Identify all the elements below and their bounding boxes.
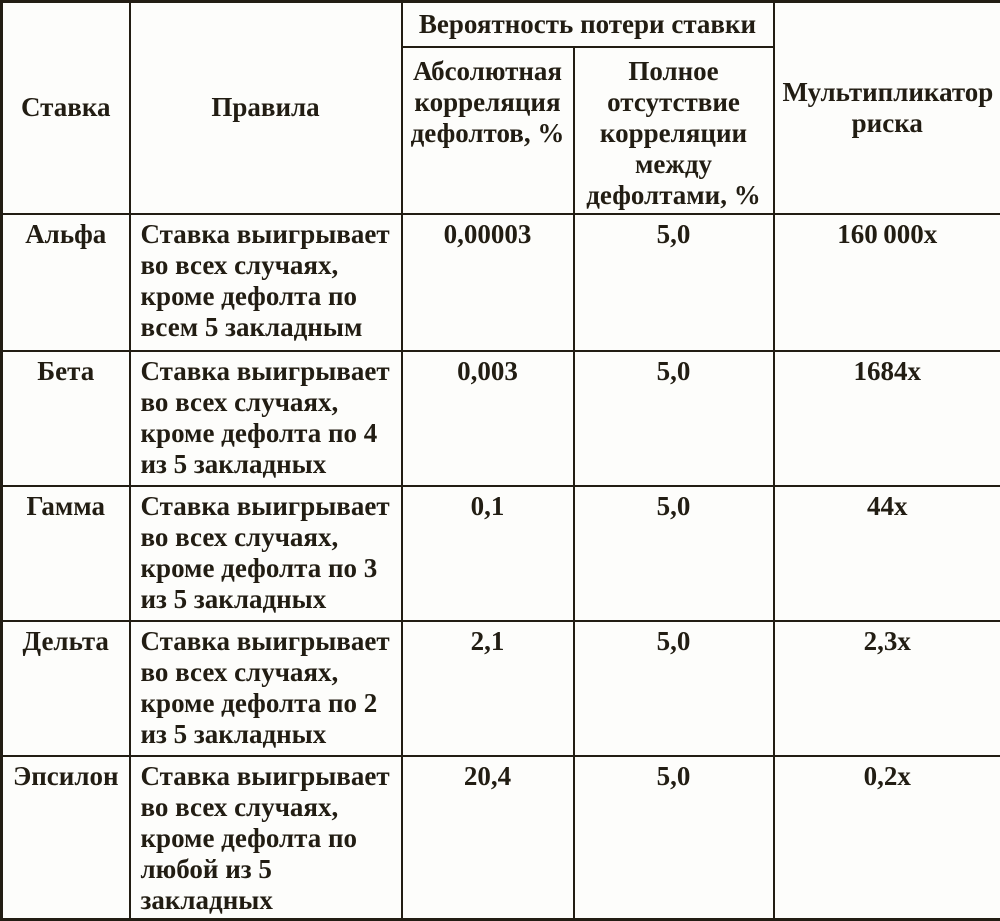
risk-multiplier-value: 2,3x	[774, 621, 1000, 756]
absolute-correlation-value: 20,4	[402, 756, 574, 920]
absolute-correlation-value: 2,1	[402, 621, 574, 756]
header-bet: Ставка	[2, 2, 130, 214]
absolute-correlation-value: 0,00003	[402, 214, 574, 351]
rules-text: Ставка выигрывает во всех случаях, кроме…	[130, 756, 402, 920]
rules-text: Ставка выигрывает во всех случаях, кроме…	[130, 621, 402, 756]
header-loss-probability-group: Вероятность потери ставки	[402, 2, 774, 47]
risk-multiplier-value: 160 000x	[774, 214, 1000, 351]
no-correlation-value: 5,0	[574, 351, 774, 486]
rules-text: Ставка выигрывает во всех случаях, кроме…	[130, 351, 402, 486]
table-row-beta: Бета Ставка выигрывает во всех случаях, …	[2, 351, 1000, 486]
risk-multiplier-value: 44x	[774, 486, 1000, 621]
no-correlation-value: 5,0	[574, 756, 774, 920]
header-rules: Правила	[130, 2, 402, 214]
absolute-correlation-value: 0,1	[402, 486, 574, 621]
header-group-row: Ставка Правила Вероятность потери ставки…	[2, 2, 1000, 47]
header-absolute-correlation: Абсолютная корреляция дефолтов, %	[402, 47, 574, 214]
bet-name: Эпсилон	[2, 756, 130, 920]
bet-name: Бета	[2, 351, 130, 486]
table-row-alpha: Альфа Ставка выигрывает во всех случаях,…	[2, 214, 1000, 351]
risk-multiplier-value: 1684x	[774, 351, 1000, 486]
no-correlation-value: 5,0	[574, 486, 774, 621]
table-row-gamma: Гамма Ставка выигрывает во всех случаях,…	[2, 486, 1000, 621]
bet-name: Гамма	[2, 486, 130, 621]
table-row-delta: Дельта Ставка выигрывает во всех случаях…	[2, 621, 1000, 756]
bet-name: Альфа	[2, 214, 130, 351]
header-no-correlation: Полное отсутствие корреляции между дефол…	[574, 47, 774, 214]
no-correlation-value: 5,0	[574, 621, 774, 756]
table-row-epsilon: Эпсилон Ставка выигрывает во всех случая…	[2, 756, 1000, 920]
absolute-correlation-value: 0,003	[402, 351, 574, 486]
bet-name: Дельта	[2, 621, 130, 756]
no-correlation-value: 5,0	[574, 214, 774, 351]
header-risk-multiplier: Мультипликатор риска	[774, 2, 1000, 214]
risk-multiplier-value: 0,2x	[774, 756, 1000, 920]
rules-text: Ставка выигрывает во всех случаях, кроме…	[130, 214, 402, 351]
rules-text: Ставка выигрывает во всех случаях, кроме…	[130, 486, 402, 621]
document-page: Ставка Правила Вероятность потери ставки…	[0, 0, 1000, 887]
